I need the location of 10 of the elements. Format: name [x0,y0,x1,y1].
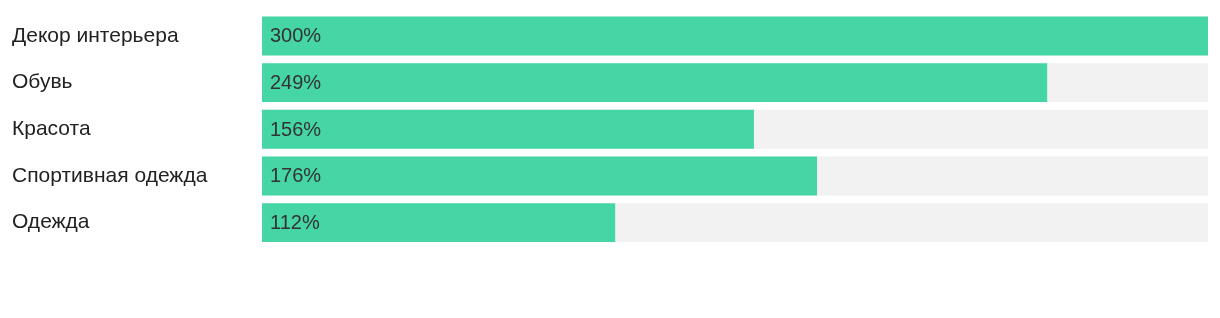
data-label: 112% [270,211,320,234]
y-tick-label: Обувь [12,69,73,93]
y-tick-label: Красота [12,116,91,140]
data-label: 176% [270,164,322,187]
y-tick-label: Декор интерьера [12,22,179,46]
data-label: 156% [270,117,322,140]
data-label: 249% [270,71,322,94]
y-tick-label: Одежда [12,209,90,233]
y-tick-label: Спортивная одежда [12,162,208,186]
data-label: 300% [270,24,322,47]
